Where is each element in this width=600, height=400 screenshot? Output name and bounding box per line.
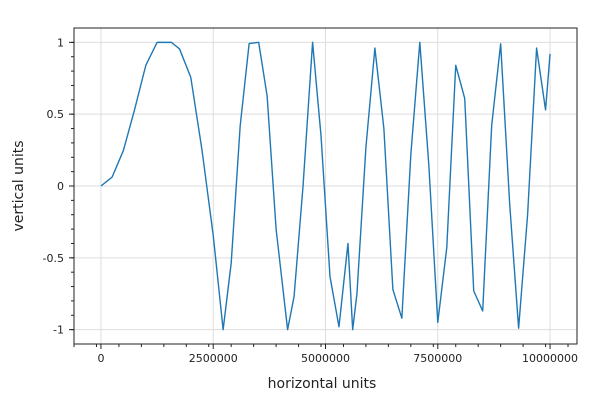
- x-tick-label: 10000000: [522, 352, 578, 365]
- y-tick-label: -1: [53, 324, 64, 337]
- x-axis: 0 2500000 5000000 7500000 10000000: [73, 344, 578, 365]
- y-tick-label: 1: [57, 36, 64, 49]
- y-tick-label: -0.5: [43, 252, 64, 265]
- x-tick-label: 7500000: [413, 352, 462, 365]
- series-layer: [100, 41, 551, 331]
- grid-lines: [74, 28, 577, 344]
- y-axis-title: vertical units: [11, 140, 27, 231]
- x-tick-label: 5000000: [301, 352, 350, 365]
- y-tick-label: 0: [57, 180, 64, 193]
- y-axis: 1 0.5 0 -0.5 -1: [43, 36, 74, 337]
- x-tick-label: 0: [97, 352, 104, 365]
- y-tick-label: 0.5: [47, 108, 65, 121]
- x-tick-label: 2500000: [189, 352, 238, 365]
- x-axis-title: horizontal units: [268, 376, 377, 392]
- series-line: [100, 41, 551, 331]
